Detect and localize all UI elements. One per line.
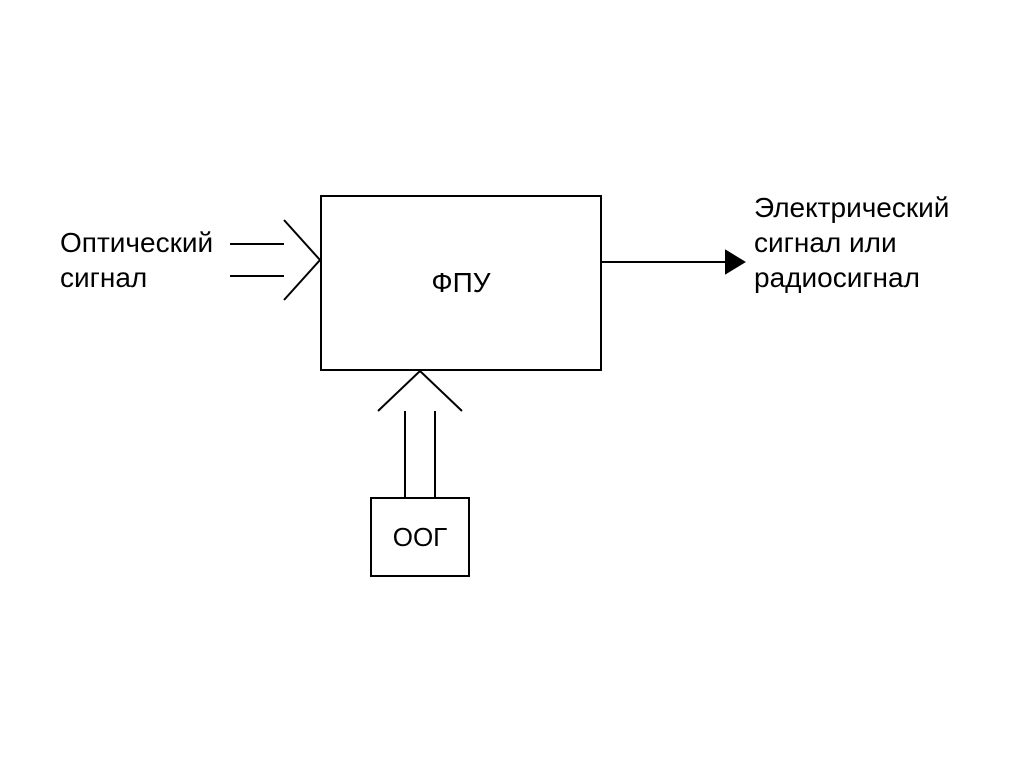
diagram-canvas: ФПУ ООГ Оптический сигнал Электрический …	[0, 0, 1024, 768]
arrow-oog-to-fpu	[0, 0, 1024, 768]
